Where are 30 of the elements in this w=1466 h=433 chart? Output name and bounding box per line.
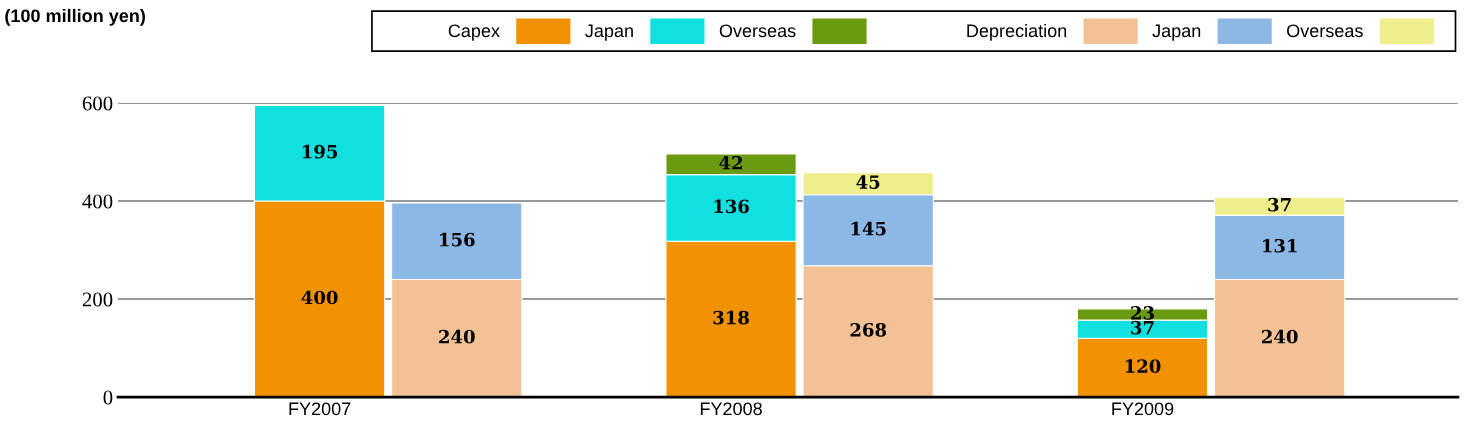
data-label: 240 [439,329,475,344]
data-label: 37 [1131,320,1154,335]
data-label: 37 [1268,197,1291,212]
legend-label: Overseas [719,24,796,38]
data-label: 156 [440,232,475,247]
data-label: 120 [1125,359,1161,373]
data-label: 23 [1131,306,1154,320]
data-label: 268 [850,322,887,337]
x-tick-label: FY2007 [289,402,351,416]
legend-label: Overseas [1287,24,1363,38]
x-tick-label: FY2009 [1112,402,1174,416]
legend-label: Japan [1152,24,1201,41]
y-tick-label: 0 [103,390,113,405]
data-label: 45 [856,175,880,189]
data-label: 131 [1263,238,1297,253]
data-label: 145 [851,221,886,236]
y-tick-label: 200 [82,292,113,307]
data-label: 318 [713,310,749,325]
y-axis-title: (100 million yen) [5,8,145,26]
data-label: 400 [301,290,338,305]
data-label: 195 [302,144,338,159]
text: Capex [448,24,500,41]
y-tick-label: 600 [82,96,113,111]
data-label: 136 [714,199,749,214]
y-tick-label: 400 [82,194,113,209]
text: Depreciation [967,23,1067,41]
data-label: 42 [719,155,742,170]
legend-label: Japan [585,24,633,41]
data-label: 240 [1262,329,1298,344]
x-tick-label: FY2008 [700,402,762,416]
